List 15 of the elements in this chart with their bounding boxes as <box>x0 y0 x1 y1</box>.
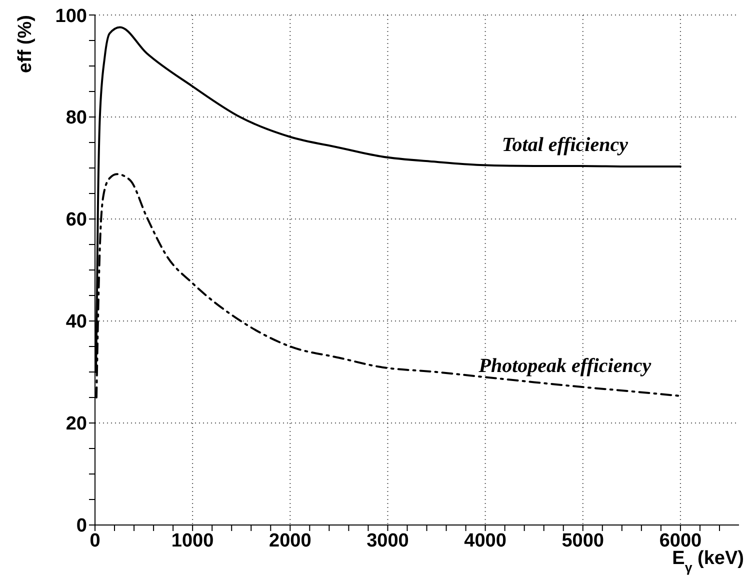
x-tick-label: 0 <box>90 530 100 552</box>
y-axis-title: eff (%) <box>15 15 36 74</box>
x-tick-label: 2000 <box>269 530 312 552</box>
x-tick-label: 1000 <box>171 530 214 552</box>
y-tick-label: 80 <box>66 108 87 129</box>
series-label: Total efficiency <box>502 134 628 156</box>
x-tick-label: 3000 <box>366 530 409 552</box>
x-tick-label: 5000 <box>562 530 604 552</box>
series-label: Photopeak efficiency <box>478 354 652 377</box>
y-tick-label: 40 <box>66 312 87 333</box>
y-tick-label: 0 <box>76 516 87 537</box>
y-tick-label: 100 <box>55 6 87 27</box>
y-tick-label: 60 <box>66 210 87 231</box>
x-tick-label: 4000 <box>464 530 506 552</box>
y-tick-label: 20 <box>66 414 87 435</box>
